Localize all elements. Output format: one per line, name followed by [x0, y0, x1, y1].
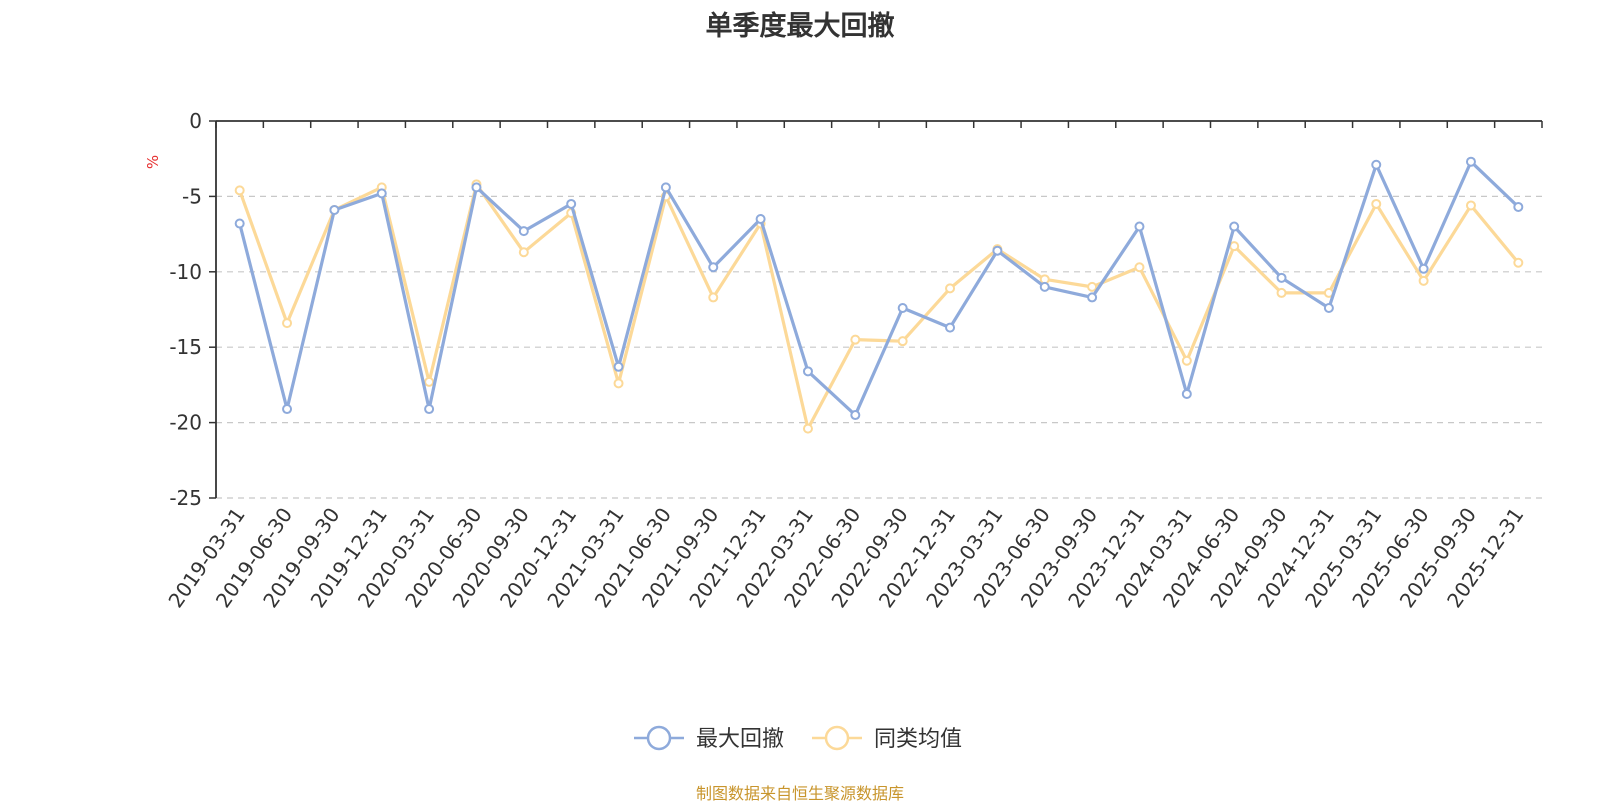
data-point[interactable]: [992, 245, 1003, 256]
legend-marker-icon: [646, 725, 672, 751]
data-point[interactable]: [897, 336, 908, 347]
data-point[interactable]: [1323, 302, 1334, 313]
chart-title: 单季度最大回撤: [705, 11, 895, 42]
series-lines: [234, 156, 1524, 434]
data-point[interactable]: [376, 188, 387, 199]
y-tick-label: -25: [169, 486, 202, 510]
y-tick-label: -5: [182, 184, 202, 208]
data-point[interactable]: [1276, 272, 1287, 283]
legend-marker-icon: [824, 725, 850, 751]
data-point[interactable]: [1513, 257, 1524, 268]
data-point[interactable]: [897, 302, 908, 313]
data-point[interactable]: [1371, 198, 1382, 209]
legend[interactable]: 最大回撤 同类均值: [634, 725, 962, 752]
data-point[interactable]: [1418, 263, 1429, 274]
data-point[interactable]: [850, 334, 861, 345]
data-point[interactable]: [755, 214, 766, 225]
y-tick-label: 0: [189, 109, 202, 133]
data-point[interactable]: [660, 182, 671, 193]
data-point[interactable]: [1229, 221, 1240, 232]
data-point[interactable]: [282, 404, 293, 415]
y-tick-label: -10: [169, 260, 202, 284]
legend-item-1[interactable]: 同类均值: [812, 725, 962, 752]
axes: [209, 120, 1543, 499]
data-point[interactable]: [945, 283, 956, 294]
series-0: [234, 156, 1524, 421]
data-point[interactable]: [1465, 200, 1476, 211]
data-point[interactable]: [1513, 201, 1524, 212]
data-point[interactable]: [471, 182, 482, 193]
data-point[interactable]: [518, 226, 529, 237]
data-point[interactable]: [1371, 159, 1382, 170]
data-point[interactable]: [802, 366, 813, 377]
legend-item-0[interactable]: 最大回撤: [634, 725, 784, 752]
data-point[interactable]: [234, 185, 245, 196]
data-source-note: 制图数据来自恒生聚源数据库: [695, 784, 904, 803]
data-point[interactable]: [518, 247, 529, 258]
data-point[interactable]: [945, 322, 956, 333]
data-point[interactable]: [1229, 241, 1240, 252]
data-point[interactable]: [708, 262, 719, 273]
legend-label: 同类均值: [874, 727, 962, 752]
data-point[interactable]: [329, 204, 340, 215]
data-point[interactable]: [1181, 355, 1192, 366]
data-point[interactable]: [613, 378, 624, 389]
data-point[interactable]: [613, 361, 624, 372]
y-tick-label: -20: [169, 411, 202, 435]
data-point[interactable]: [424, 404, 435, 415]
data-point[interactable]: [1418, 275, 1429, 286]
data-point[interactable]: [1134, 262, 1145, 273]
data-point[interactable]: [1134, 221, 1145, 232]
data-point[interactable]: [424, 376, 435, 387]
y-axis-unit-label: %: [144, 155, 162, 169]
legend-label: 最大回撤: [696, 727, 784, 752]
data-point[interactable]: [234, 218, 245, 229]
data-point[interactable]: [1465, 156, 1476, 167]
data-point[interactable]: [708, 292, 719, 303]
data-point[interactable]: [850, 410, 861, 421]
data-point[interactable]: [282, 318, 293, 329]
data-point[interactable]: [1087, 292, 1098, 303]
data-point[interactable]: [1276, 287, 1287, 298]
data-point[interactable]: [1039, 281, 1050, 292]
data-point[interactable]: [1087, 281, 1098, 292]
data-point[interactable]: [1181, 388, 1192, 399]
y-tick-label: -15: [169, 335, 202, 359]
data-point[interactable]: [566, 198, 577, 209]
series-line: [238, 160, 1520, 417]
data-point[interactable]: [802, 423, 813, 434]
